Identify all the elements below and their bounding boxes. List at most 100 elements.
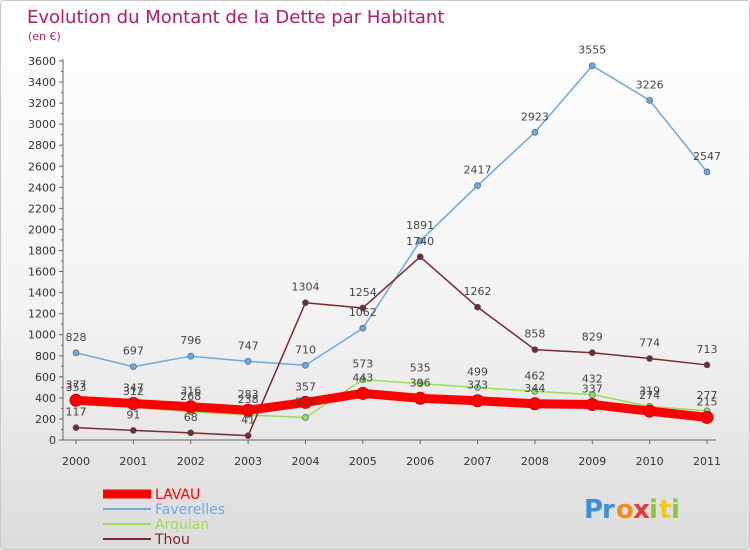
- data-label-thou: 713: [697, 343, 718, 356]
- data-point-thou: [531, 346, 539, 353]
- data-point-arquian: [416, 380, 424, 387]
- data-label-arquian: 312: [123, 385, 144, 398]
- data-label-thou: 117: [66, 406, 87, 419]
- data-point-thou: [130, 427, 137, 434]
- data-point-thou: [302, 299, 309, 307]
- y-tick-label: 3200: [28, 97, 56, 110]
- x-tick-label: 2006: [406, 455, 434, 468]
- logo-letter: P: [584, 495, 603, 525]
- data-label-lavau: 377: [66, 378, 87, 391]
- data-point-faverelles: [474, 182, 481, 189]
- data-point-arquian: [474, 384, 481, 391]
- y-tick-label: 1800: [28, 245, 56, 258]
- series-line-lavau: [71, 388, 712, 422]
- data-label-faverelles: 2417: [464, 164, 492, 177]
- data-point-faverelles: [588, 62, 596, 70]
- y-tick-label: 3600: [28, 55, 56, 68]
- data-point-faverelles: [703, 168, 711, 176]
- data-point-thou: [187, 429, 195, 437]
- data-label-lavau: 316: [180, 385, 201, 398]
- data-point-thou: [646, 355, 653, 362]
- data-label-thou: 829: [582, 331, 603, 344]
- data-point-thou: [359, 304, 367, 312]
- data-label-faverelles: 747: [238, 339, 259, 352]
- data-point-lavau: [241, 403, 255, 417]
- data-label-faverelles: 2547: [693, 150, 721, 163]
- y-tick-label: 2800: [28, 139, 56, 152]
- x-tick-label: 2010: [636, 455, 664, 468]
- data-label-faverelles: 3555: [578, 44, 606, 57]
- legend-label-arquian: Arquian: [155, 517, 209, 533]
- data-label-arquian: 268: [180, 390, 201, 403]
- data-label-lavau: 283: [238, 388, 259, 401]
- data-label-faverelles: 1062: [349, 306, 377, 319]
- data-label-thou: 91: [126, 408, 140, 421]
- data-point-thou: [588, 349, 596, 357]
- data-label-faverelles: 2923: [521, 110, 549, 123]
- data-label-thou: 1304: [291, 281, 319, 294]
- legend-label-lavau: LAVAU: [155, 487, 200, 503]
- data-label-arquian: 535: [410, 362, 431, 375]
- data-label-faverelles: 1891: [406, 219, 434, 232]
- data-label-lavau: 274: [639, 389, 660, 402]
- data-label-thou: 858: [524, 328, 545, 341]
- y-tick-label: 1200: [28, 308, 56, 321]
- data-point-lavau: [700, 410, 714, 424]
- x-tick-label: 2008: [521, 455, 549, 468]
- y-tick-label: 2600: [28, 160, 56, 173]
- data-label-arquian: 573: [352, 358, 373, 371]
- data-label-faverelles: 796: [180, 334, 201, 347]
- data-point-faverelles: [302, 361, 309, 369]
- data-label-lavau: 344: [524, 382, 545, 395]
- data-label-lavau: 337: [582, 383, 603, 396]
- x-tick-label: 2011: [693, 455, 721, 468]
- data-point-arquian: [359, 376, 367, 383]
- data-point-lavau: [471, 394, 485, 408]
- y-tick-label: 3000: [28, 118, 56, 131]
- y-tick-label: 400: [35, 392, 56, 405]
- data-point-thou: [244, 432, 252, 439]
- data-label-lavau: 373: [467, 379, 488, 392]
- x-tick-label: 2005: [349, 455, 377, 468]
- data-point-faverelles: [531, 128, 539, 136]
- y-tick-label: 0: [49, 434, 56, 447]
- data-label-thou: 1262: [464, 285, 492, 298]
- data-point-faverelles: [646, 97, 653, 104]
- legend-label-faverelles: Faverelles: [155, 502, 225, 518]
- x-tick-label: 2007: [464, 455, 492, 468]
- data-label-lavau: 215: [697, 395, 718, 408]
- x-tick-label: 2001: [119, 455, 147, 468]
- data-label-faverelles: 710: [295, 343, 316, 356]
- data-label-lavau: 347: [123, 381, 144, 394]
- data-point-faverelles: [130, 363, 137, 370]
- data-label-faverelles: 828: [66, 331, 87, 344]
- data-label-arquian: 353: [66, 381, 87, 394]
- data-label-lavau: 396: [410, 376, 431, 389]
- x-tick-label: 2000: [62, 455, 90, 468]
- y-tick-label: 1400: [28, 287, 56, 300]
- logo-letter: x: [633, 495, 650, 525]
- data-point-faverelles: [72, 349, 80, 357]
- data-label-faverelles: 697: [123, 345, 144, 358]
- data-label-thou: 1254: [349, 286, 377, 299]
- data-point-thou: [474, 303, 481, 311]
- y-tick-label: 2000: [28, 223, 56, 236]
- series-line-faverelles: [75, 64, 708, 368]
- data-point-faverelles: [187, 352, 195, 360]
- series-line-arquian: [75, 378, 708, 419]
- series-line-thou: [75, 256, 708, 437]
- data-label-arquian: 432: [582, 373, 603, 386]
- data-point-lavau: [126, 396, 140, 410]
- data-label-arquian: 319: [639, 384, 660, 397]
- y-tick-label: 800: [35, 350, 56, 363]
- data-label-thou: 41: [241, 414, 255, 427]
- data-label-thou: 1740: [406, 235, 434, 248]
- y-tick-label: 200: [35, 413, 56, 426]
- data-point-lavau: [184, 400, 198, 414]
- x-tick-label: 2004: [291, 455, 319, 468]
- data-point-arquian: [531, 388, 539, 395]
- data-label-arquian: 462: [524, 369, 545, 382]
